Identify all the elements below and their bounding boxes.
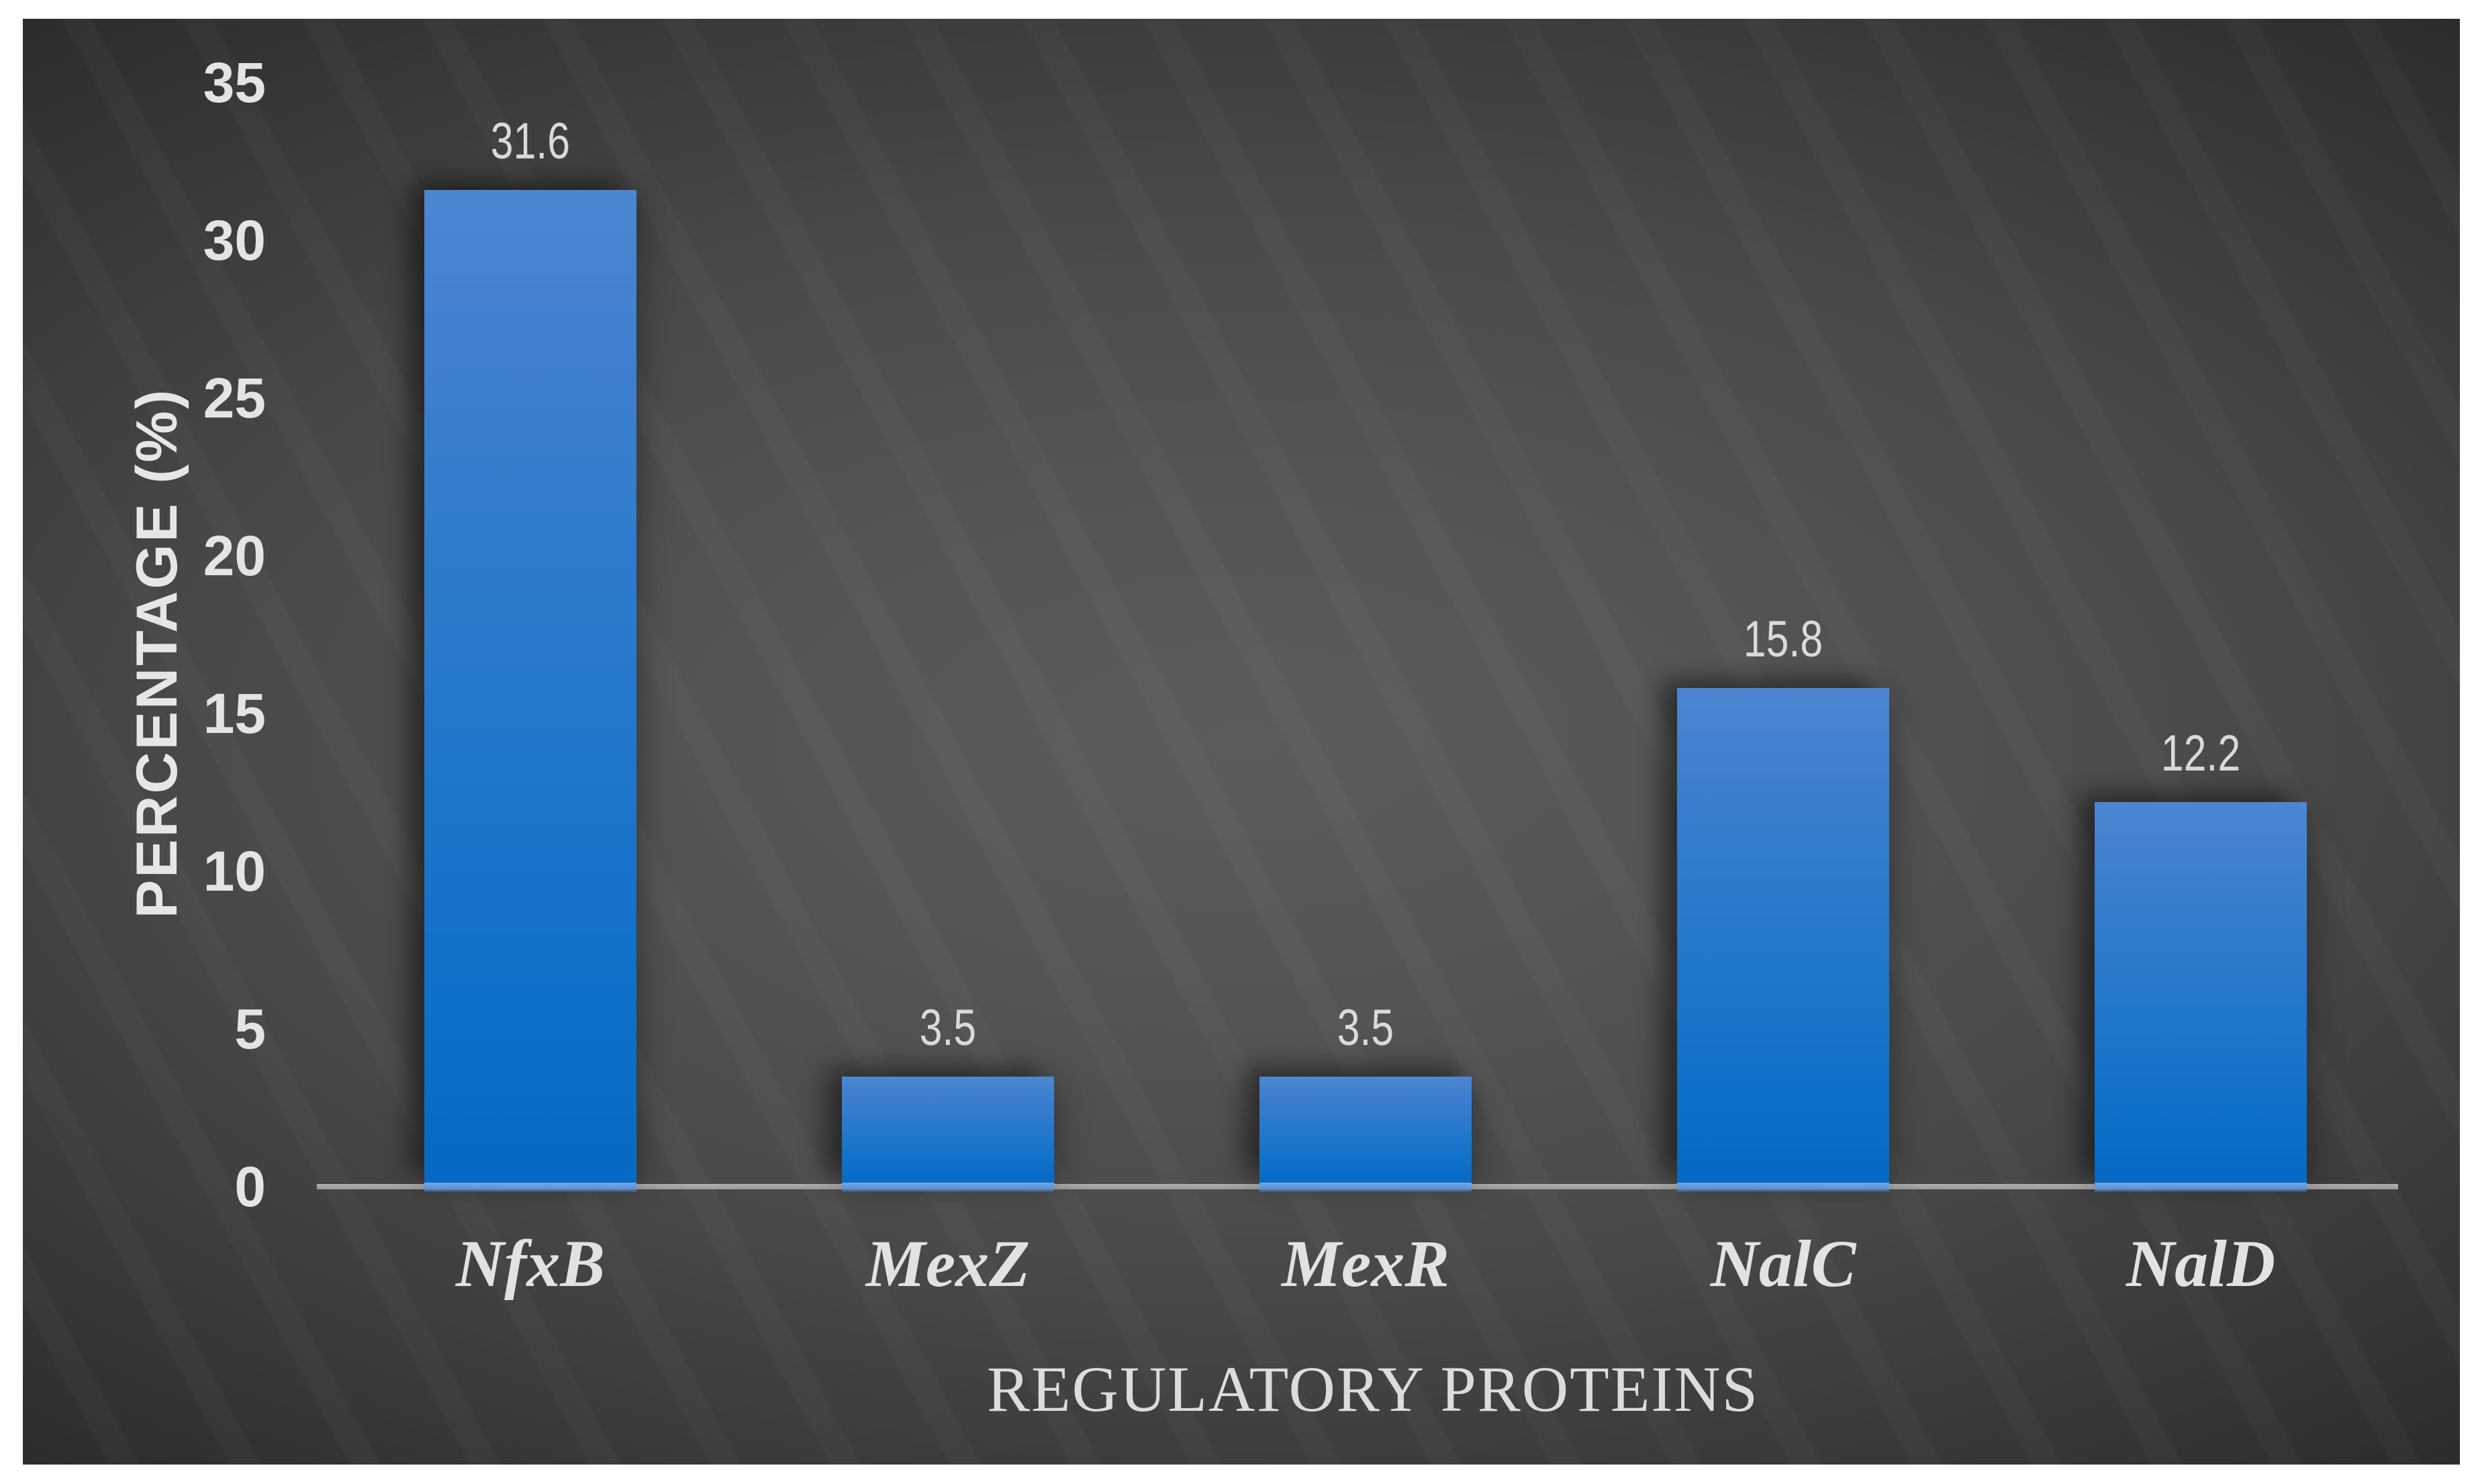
bar-value-label: 15.8 <box>1582 606 1985 673</box>
y-tick-text: 35 <box>203 51 266 114</box>
y-tick-label-15: 15 <box>23 680 266 747</box>
x-axis-title: REGULATORY PROTEINS <box>986 1353 1760 1425</box>
y-tick-text: 15 <box>203 682 266 745</box>
bar-nald <box>2095 801 2307 1183</box>
bar-reflection-effect <box>424 1183 636 1192</box>
y-tick-text: 0 <box>234 1155 266 1218</box>
y-tick-label-10: 10 <box>23 838 266 905</box>
y-tick-text: 10 <box>203 840 266 903</box>
x-category-label: NalC <box>1710 1226 1856 1301</box>
bar-mexz <box>842 1076 1054 1183</box>
x-category-label: MexR <box>1282 1226 1449 1301</box>
bar-value-label: 3.5 <box>1164 995 1567 1062</box>
y-tick-label-20: 20 <box>23 522 266 589</box>
bar-nalc <box>1677 688 1889 1183</box>
y-tick-text: 25 <box>203 366 266 430</box>
y-tick-text: 20 <box>203 524 266 587</box>
x-category-label: NalD <box>2126 1226 2276 1301</box>
chart-panel: PERCENTAGE (%) 0 5 10 15 20 25 30 35 31.… <box>23 19 2460 1465</box>
y-tick-text: 5 <box>234 997 266 1060</box>
y-tick-label-35: 35 <box>23 49 266 116</box>
y-tick-label-25: 25 <box>23 364 266 432</box>
y-tick-label-30: 30 <box>23 207 266 274</box>
bar-nfxb <box>424 189 636 1183</box>
bar-group-nald: 12.2 NalD <box>2095 19 2307 1465</box>
x-category-label: NfxB <box>455 1226 606 1301</box>
y-tick-text: 30 <box>203 209 266 272</box>
x-category-label: MexZ <box>865 1226 1031 1301</box>
bar-value-text: 31.6 <box>490 112 571 170</box>
bar-value-text: 3.5 <box>1337 999 1394 1056</box>
bar-group-nalc: 15.8 NalC <box>1677 19 1889 1465</box>
bar-value-label: 12.2 <box>1999 720 2402 787</box>
bar-reflection-effect <box>1677 1183 1889 1192</box>
bar-value-text: 15.8 <box>1743 611 1823 669</box>
bar-group-mexr: 3.5 MexR <box>1259 19 1472 1465</box>
bar-reflection-effect <box>842 1183 1054 1192</box>
bar-value-text: 12.2 <box>2160 724 2241 782</box>
bar-value-label: 31.6 <box>329 108 732 175</box>
bar-value-label: 3.5 <box>747 995 1149 1062</box>
bar-reflection-effect <box>2095 1183 2307 1192</box>
y-tick-label-5: 5 <box>23 995 266 1062</box>
bar-mexr <box>1259 1076 1472 1183</box>
y-tick-label-0: 0 <box>23 1153 266 1220</box>
bar-group-nfxb: 31.6 NfxB <box>424 19 636 1465</box>
bar-reflection-effect <box>1259 1183 1472 1192</box>
bar-group-mexz: 3.5 MexZ <box>842 19 1054 1465</box>
bar-value-text: 3.5 <box>919 999 977 1056</box>
